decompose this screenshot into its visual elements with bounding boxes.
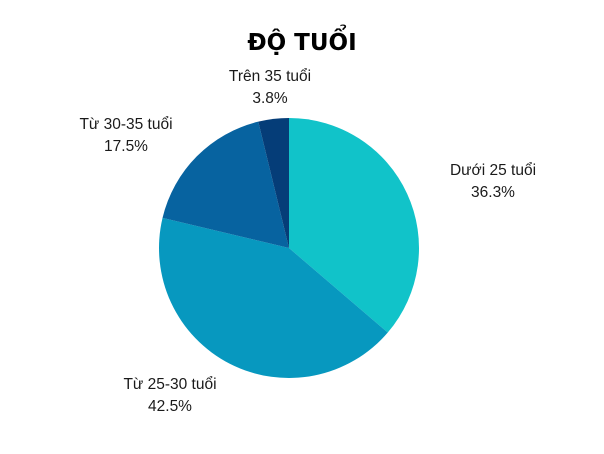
slice-label-name: Từ 30-35 tuổi [79,116,173,133]
slice-label-value: 36.3% [471,184,515,201]
slice-label-name: Trên 35 tuổi [228,68,312,85]
slice-label-name: Dưới 25 tuổi [449,162,537,179]
slice-label-30-35: Từ 30-35 tuổi 17.5% [66,114,186,158]
slice-label-name: Từ 25-30 tuổi [123,376,217,393]
slice-label-value: 3.8% [252,90,288,107]
pie-slice-under-25 [289,118,419,333]
slice-label-over-35: Trên 35 tuổi 3.8% [220,66,320,110]
slice-label-under-25: Dưới 25 tuổi 36.3% [438,160,548,204]
pie-slice-25-30 [159,217,388,378]
pie-slice-30-35 [162,121,289,248]
slice-label-value: 17.5% [104,138,148,155]
pie-slice-over-35 [258,118,289,248]
chart-title: ĐỘ TUỔI [247,30,357,56]
slice-label-25-30: Từ 25-30 tuổi 42.5% [110,374,230,418]
slice-label-value: 42.5% [148,398,192,415]
